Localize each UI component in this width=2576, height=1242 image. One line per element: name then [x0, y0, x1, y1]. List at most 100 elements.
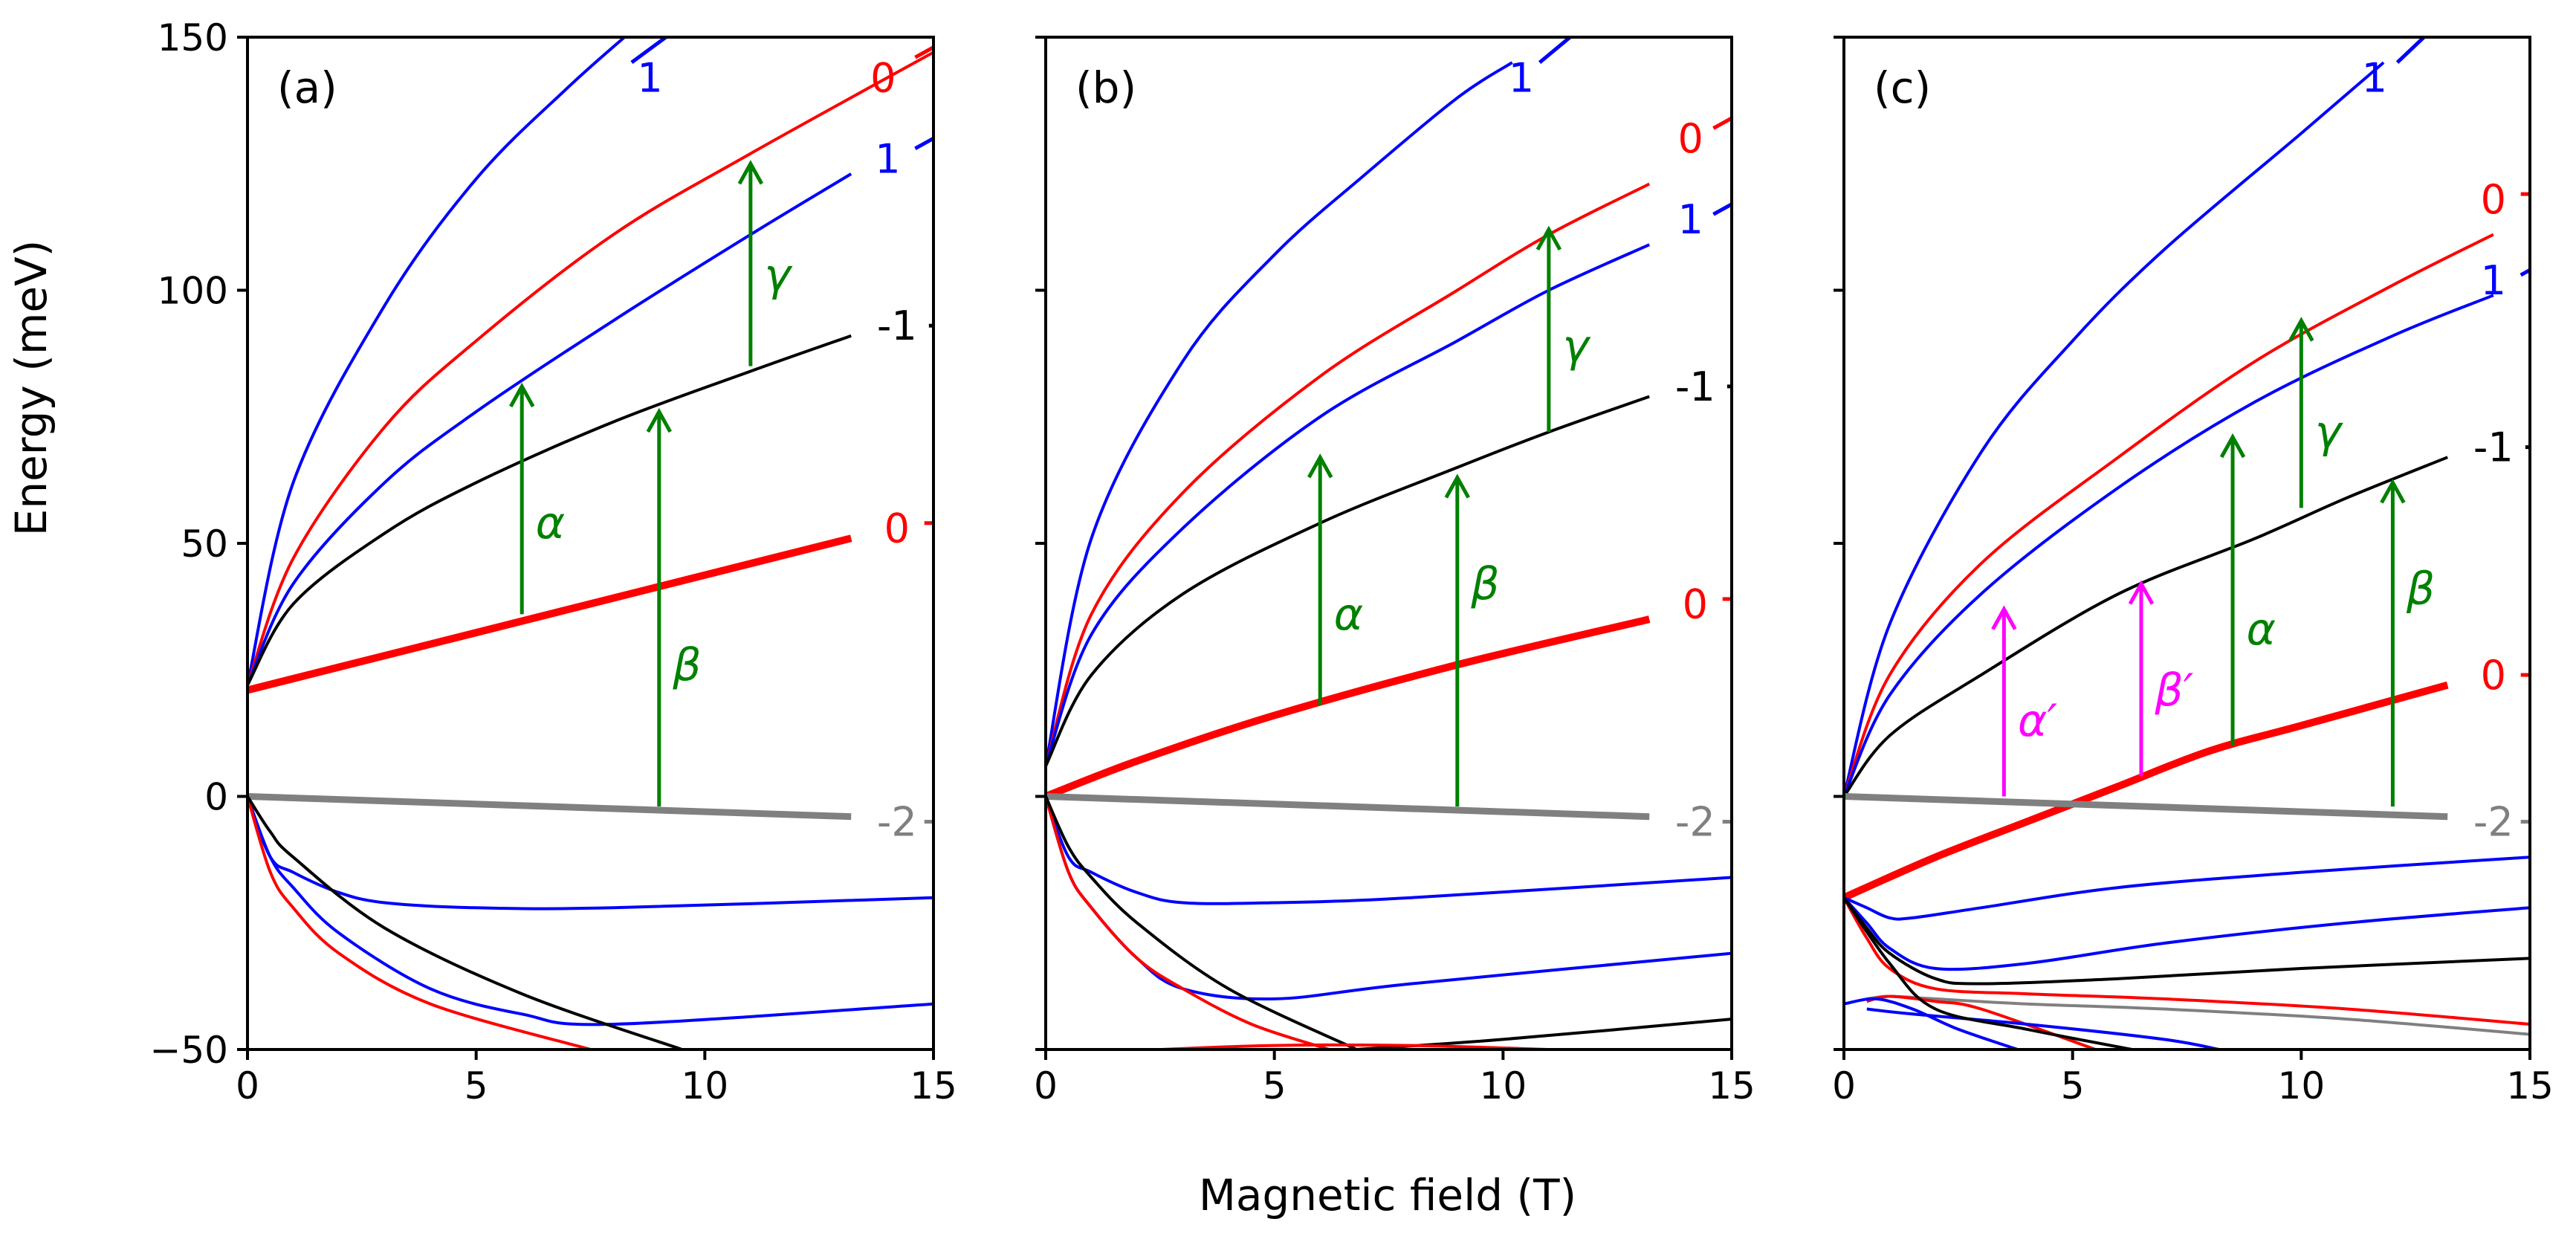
series-line-red: [1866, 994, 2097, 1049]
level-dash: [2520, 268, 2530, 277]
series-line-blue: [247, 795, 933, 1026]
level-label: -1: [2473, 424, 2514, 471]
arrow-label: γ: [2315, 407, 2344, 459]
series-line-black: [1046, 795, 1358, 1049]
arrow-label: α: [536, 497, 566, 549]
plot-area: [247, 37, 933, 1049]
series-line-black: [1046, 395, 1650, 767]
level-label: -1: [877, 303, 917, 349]
level-label: 0: [1677, 115, 1703, 162]
arrow-head-icon: [1535, 225, 1562, 250]
series-line-red: [1159, 1043, 1549, 1049]
arrow-head-icon: [646, 407, 672, 433]
level-dash: [1712, 116, 1732, 130]
series-line-blue: [1844, 997, 2019, 1049]
series-line-black: [1844, 896, 2133, 1049]
series-line-red: [1844, 681, 2449, 902]
x-tick-label: 15: [1708, 1064, 1755, 1107]
arrow-head-icon: [2128, 580, 2155, 605]
series-line-blue: [1046, 61, 1513, 766]
y-tick-label: 0: [204, 776, 228, 819]
arrow-head-icon: [2219, 433, 2246, 459]
level-label: -2: [1675, 799, 1715, 846]
x-tick-label: 0: [236, 1064, 259, 1107]
arrow-head-icon: [2288, 317, 2314, 342]
x-tick-label: 10: [682, 1064, 729, 1107]
series-line-blue: [247, 172, 852, 686]
y-tick-label: 150: [158, 16, 228, 59]
series-line-blue: [1844, 294, 2494, 798]
x-tick-label: 10: [1480, 1064, 1527, 1107]
level-label: 1: [1677, 196, 1703, 243]
arrow-label: β: [2406, 563, 2435, 615]
level-label: 1: [2481, 257, 2506, 304]
x-axis-title: Magnetic field (T): [1199, 1170, 1576, 1220]
arrow-label: γ: [1562, 320, 1591, 372]
arrow-label: α′: [2018, 695, 2058, 747]
series-line-blue: [1046, 243, 1651, 767]
level-dash: [2395, 37, 2427, 64]
level-dash: [914, 137, 933, 151]
series-line-red: [247, 534, 852, 694]
level-dash: [630, 37, 670, 65]
level-label: 0: [884, 505, 910, 552]
arrow-head-icon: [2380, 479, 2406, 504]
level-label: -2: [877, 799, 917, 846]
plot-area: [1046, 37, 1732, 1049]
level-label: 1: [637, 54, 662, 101]
arrow-head-icon: [509, 382, 535, 408]
level-label: 0: [870, 54, 896, 101]
y-tick-label: −50: [149, 1029, 228, 1072]
y-axis-title: Energy (meV): [6, 240, 56, 537]
series-line-blue: [1046, 795, 1732, 905]
level-label: -1: [1675, 363, 1715, 410]
series-line-gray: [1844, 793, 2448, 821]
level-dash: [1538, 37, 1573, 64]
arrow-head-icon: [1307, 453, 1333, 479]
level-dash: [914, 45, 933, 59]
series-line-red: [247, 51, 933, 686]
x-tick-label: 10: [2278, 1064, 2326, 1107]
series-line-red: [1844, 896, 2530, 1026]
arrow-head-icon: [1444, 473, 1470, 499]
x-tick-label: 5: [1263, 1064, 1287, 1107]
series-line-blue: [1866, 1007, 2219, 1049]
arrow-label: α: [1334, 589, 1364, 641]
series-line-blue: [1844, 61, 2385, 798]
series-line-black: [247, 795, 683, 1049]
level-label: 1: [2362, 54, 2387, 101]
series-line-gray: [1046, 793, 1650, 821]
arrow-label: β′: [2154, 664, 2193, 717]
plot-area: [1844, 37, 2530, 1049]
arrow-head-icon: [737, 160, 764, 185]
level-label: -2: [2473, 799, 2514, 846]
panel-label: (a): [277, 62, 337, 113]
series-line-red: [1046, 795, 1330, 1049]
series-line-blue: [247, 795, 933, 911]
panel-label: (b): [1075, 62, 1136, 113]
axes-frame: [1842, 36, 2531, 1051]
series-line-red: [1046, 615, 1651, 800]
series-line-red: [1046, 182, 1651, 767]
series-line-red: [247, 795, 592, 1049]
x-tick-label: 5: [465, 1064, 488, 1107]
x-tick-label: 15: [910, 1064, 957, 1107]
series-line-blue: [1844, 896, 2530, 971]
x-tick-label: 0: [1832, 1064, 1856, 1107]
level-label: 1: [875, 135, 900, 182]
series-line-black: [1844, 896, 2530, 986]
arrow-label: β: [672, 639, 701, 691]
level-label: 0: [2481, 652, 2506, 699]
y-tick-label: 50: [181, 523, 228, 566]
level-label: 1: [1509, 54, 1534, 101]
series-line-blue: [247, 37, 627, 686]
level-label: 0: [1683, 581, 1708, 628]
panel-label: (c): [1874, 62, 1931, 113]
y-tick-label: 100: [158, 270, 228, 313]
level-label: 0: [2481, 176, 2506, 223]
series-line-blue: [1844, 856, 2530, 921]
series-line-black: [1356, 1018, 1732, 1049]
